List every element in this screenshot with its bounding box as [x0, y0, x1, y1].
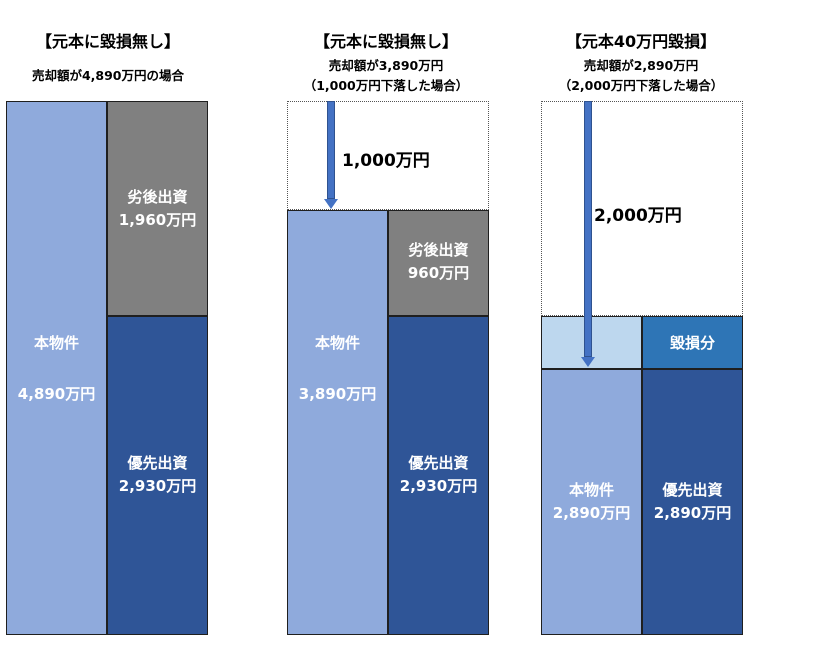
panel1-property-block — [6, 101, 107, 635]
panel2-senior-label: 優先出資 — [408, 454, 469, 472]
panel2-subordinate-block — [388, 210, 489, 316]
panel2-property-label: 本物件 — [314, 334, 360, 352]
panel2-subtitle-1: 売却額が3,890万円 — [328, 58, 444, 73]
panel3-drop-amount: 2,000万円 — [594, 206, 682, 226]
panel2-senior-value: 2,930万円 — [399, 477, 478, 495]
panel3-subtitle-1: 売却額が2,890万円 — [583, 58, 699, 73]
panel2-subordinate-value: 960万円 — [407, 264, 470, 282]
panel3-drop-area — [541, 101, 743, 316]
panel2-drop-arrow-head — [324, 199, 338, 209]
panel3-senior-value: 2,890万円 — [653, 504, 732, 522]
panel3-drop-arrow-head — [581, 357, 595, 367]
panel1-senior-label: 優先出資 — [127, 454, 188, 472]
panel3-subtitle-2: （2,000万円下落した場合） — [558, 78, 724, 93]
panel1-property-label: 本物件 — [33, 334, 79, 352]
panel3-property-block — [541, 369, 642, 635]
panel3-drop-arrow — [584, 101, 592, 357]
panel1-subordinate-value: 1,960万円 — [118, 211, 197, 229]
panel1-senior-value: 2,930万円 — [118, 477, 197, 495]
panel2-subtitle-2: （1,000万円下落した場合） — [303, 78, 469, 93]
panel1-subordinate-block — [107, 101, 208, 316]
panel1-title: 【元本に毀損無し】 — [35, 32, 180, 51]
panel3-senior-block — [642, 369, 743, 635]
panel1-subtitle: 売却額が4,890万円の場合 — [31, 68, 185, 83]
panel2-subordinate-label: 劣後出資 — [408, 241, 469, 259]
panel2-drop-amount: 1,000万円 — [342, 151, 430, 171]
panel2-property-value: 3,890万円 — [298, 385, 377, 403]
panel3-senior-label: 優先出資 — [662, 481, 723, 499]
panel2-title: 【元本に毀損無し】 — [313, 32, 458, 51]
panel3-property-value: 2,890万円 — [552, 504, 631, 522]
panel2-senior-block — [388, 316, 489, 635]
panel3-title: 【元本40万円毀損】 — [565, 32, 717, 51]
panel2-drop-area — [287, 101, 489, 210]
panel3-loss-label: 毀損分 — [669, 334, 715, 352]
panel1-senior-block — [107, 316, 208, 635]
panel1-subordinate-label: 劣後出資 — [127, 188, 188, 206]
panel2-drop-arrow — [327, 101, 335, 199]
panel3-loss-block — [642, 316, 743, 369]
panel2-property-block — [287, 210, 388, 635]
panel3-property-label: 本物件 — [568, 481, 614, 499]
panel1-property-value: 4,890万円 — [17, 385, 96, 403]
